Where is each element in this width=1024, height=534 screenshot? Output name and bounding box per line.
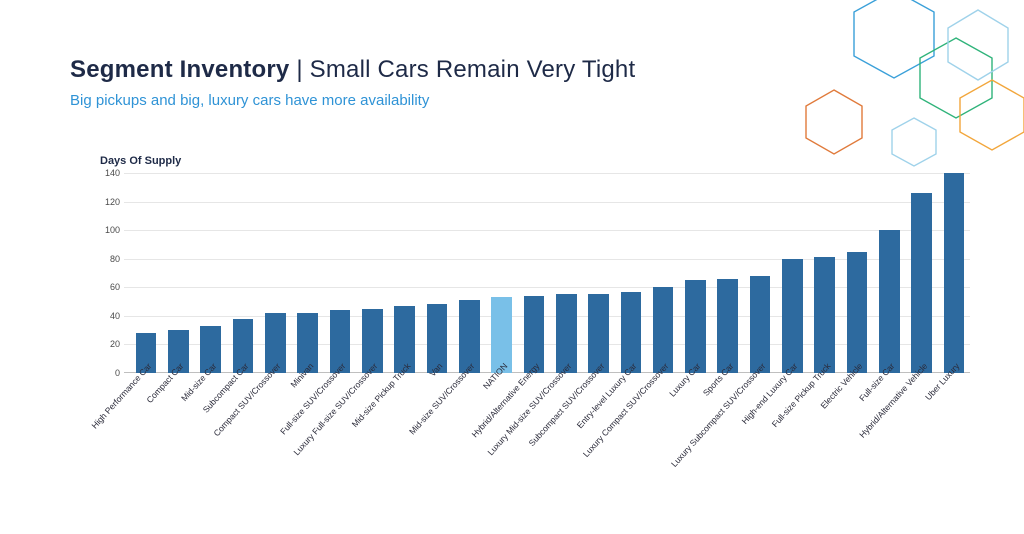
bar-slot <box>324 173 356 373</box>
chart-plot-area: 020406080100120140 <box>100 173 970 373</box>
bar-slot <box>647 173 679 373</box>
bar-slot <box>615 173 647 373</box>
bar <box>814 257 835 373</box>
y-tick-label: 140 <box>96 168 120 178</box>
days-of-supply-chart: Days Of Supply 020406080100120140 High P… <box>100 155 970 515</box>
hexagon-decoration <box>724 0 1024 180</box>
bar-slot <box>518 173 550 373</box>
bar-slot <box>485 173 517 373</box>
bar-slot <box>906 173 938 373</box>
bar-slot <box>162 173 194 373</box>
bar-slot <box>259 173 291 373</box>
y-tick-label: 0 <box>96 368 120 378</box>
bar <box>750 276 771 373</box>
bar-slot <box>356 173 388 373</box>
y-tick-label: 80 <box>96 254 120 264</box>
bar-slot <box>130 173 162 373</box>
bar-series <box>130 173 970 373</box>
bar <box>717 279 738 373</box>
page-subtitle: Big pickups and big, luxury cars have mo… <box>70 92 635 109</box>
bar-slot <box>550 173 582 373</box>
bar-slot <box>227 173 259 373</box>
title-rest: Small Cars Remain Very Tight <box>310 56 636 83</box>
y-tick-label: 60 <box>96 282 120 292</box>
bar <box>911 193 932 373</box>
bar-slot <box>938 173 970 373</box>
chart-title: Days Of Supply <box>100 155 970 167</box>
y-tick-label: 100 <box>96 225 120 235</box>
bar-slot <box>582 173 614 373</box>
bar-slot <box>679 173 711 373</box>
bar-slot <box>421 173 453 373</box>
bar <box>879 230 900 373</box>
bar-slot <box>292 173 324 373</box>
bar-slot <box>195 173 227 373</box>
bar-slot <box>841 173 873 373</box>
bar-slot <box>809 173 841 373</box>
title-bold: Segment Inventory <box>70 56 289 83</box>
y-tick-label: 20 <box>96 339 120 349</box>
bar <box>944 173 965 373</box>
bar <box>847 252 868 373</box>
header: Segment Inventory | Small Cars Remain Ve… <box>70 56 635 109</box>
bar-slot <box>453 173 485 373</box>
title-separator: | <box>289 56 309 83</box>
y-tick-label: 40 <box>96 311 120 321</box>
page-title: Segment Inventory | Small Cars Remain Ve… <box>70 56 635 84</box>
bar-slot <box>873 173 905 373</box>
bar <box>685 280 706 373</box>
bar-slot <box>712 173 744 373</box>
y-tick-label: 120 <box>96 197 120 207</box>
bar <box>782 259 803 373</box>
bar-slot <box>744 173 776 373</box>
bar-slot <box>389 173 421 373</box>
bar-slot <box>776 173 808 373</box>
